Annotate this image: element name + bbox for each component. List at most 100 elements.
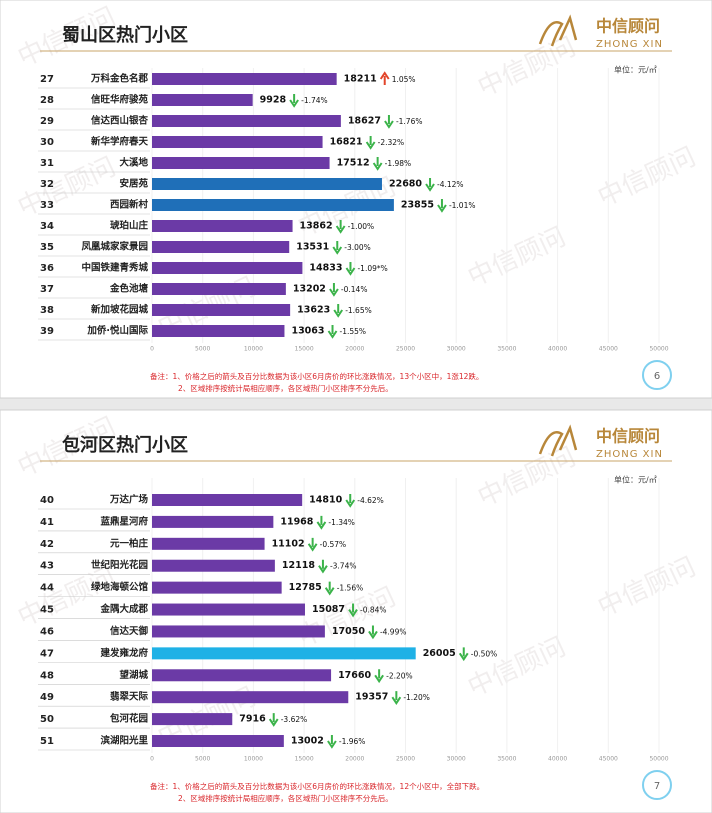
- x-tick-label: 25000: [396, 756, 415, 763]
- category-label: 信达西山银杏: [91, 115, 149, 127]
- change-label: -1.09*%: [357, 264, 387, 273]
- change-arrow: [332, 241, 343, 255]
- value-label: 9928: [260, 95, 287, 106]
- value-label: 11102: [272, 538, 305, 549]
- change-arrow: [425, 178, 435, 192]
- logo-text: 中信顾问: [596, 427, 660, 446]
- category-label: 金隅大成郡: [99, 603, 148, 615]
- x-tick-label: 30000: [447, 346, 466, 353]
- change-label: -0.50%: [471, 649, 498, 658]
- rank-label: 33: [40, 200, 54, 211]
- category-label: 世纪阳光花园: [91, 559, 148, 571]
- change-arrow: [333, 304, 344, 318]
- rank-label: 29: [40, 116, 54, 127]
- note-line: 备注：1、价格之后的箭头及百分比数据为该小区6月房价的环比涨跌情况，12个小区中…: [150, 781, 484, 791]
- category-label: 蓝鼎星河府: [100, 515, 148, 527]
- change-arrow: [372, 157, 383, 171]
- x-tick-label: 5000: [195, 756, 210, 763]
- change-arrow: [391, 691, 402, 705]
- change-label: -0.84%: [360, 606, 387, 615]
- x-tick-label: 25000: [396, 346, 415, 353]
- x-tick-label: 40000: [548, 756, 567, 763]
- value-label: 13862: [300, 221, 333, 232]
- page-circle: [642, 360, 672, 390]
- change-label: -3.00%: [344, 243, 371, 252]
- change-arrow: [318, 559, 328, 574]
- category-label: 信达天御: [110, 625, 149, 637]
- change-arrow: [368, 625, 378, 640]
- change-arrow: [384, 115, 394, 129]
- bar: [152, 115, 341, 127]
- change-label: 1.05%: [392, 75, 416, 84]
- change-label: -1.55%: [340, 327, 367, 336]
- change-arrow: [345, 262, 356, 276]
- category-label: 信旺华府骏苑: [91, 94, 149, 106]
- x-tick-label: 20000: [345, 756, 364, 763]
- category-label: 包河花园: [109, 713, 148, 725]
- x-tick-label: 40000: [548, 346, 567, 353]
- bar: [152, 94, 253, 106]
- change-label: -3.62%: [281, 715, 308, 724]
- value-label: 16821: [330, 137, 363, 148]
- category-label: 安居苑: [119, 178, 148, 190]
- rank-label: 30: [40, 137, 54, 148]
- value-label: 18627: [348, 116, 381, 127]
- x-tick-label: 15000: [295, 346, 314, 353]
- change-label: -2.20%: [386, 671, 413, 680]
- value-label: 7916: [239, 714, 266, 725]
- x-tick-label: 0: [150, 346, 154, 353]
- rank-label: 47: [40, 648, 54, 659]
- change-arrow: [348, 603, 358, 618]
- bar: [152, 625, 325, 638]
- value-label: 26005: [423, 648, 456, 659]
- change-label: -1.65%: [345, 306, 372, 315]
- change-arrow: [374, 669, 384, 684]
- category-label: 金色池塘: [109, 283, 149, 295]
- value-label: 22680: [389, 179, 422, 190]
- page-circle: [642, 770, 672, 800]
- rank-label: 32: [40, 179, 54, 190]
- rank-label: 38: [40, 305, 54, 316]
- category-label: 新华学府春天: [91, 136, 149, 148]
- category-label: 中国铁建青秀城: [81, 262, 148, 274]
- bar: [152, 262, 303, 274]
- change-label: -4.99%: [380, 627, 407, 636]
- page-number: 7: [654, 781, 660, 792]
- slide-title: 蜀山区热门小区: [62, 24, 188, 46]
- value-label: 13202: [293, 284, 326, 295]
- value-label: 12785: [289, 582, 322, 593]
- rank-label: 40: [40, 495, 54, 506]
- x-tick-label: 5000: [195, 346, 210, 353]
- change-label: -4.62%: [357, 496, 384, 505]
- rank-label: 45: [40, 605, 54, 616]
- slide-title: 包河区热门小区: [62, 434, 188, 456]
- page-number: 6: [654, 371, 660, 382]
- value-label: 13623: [297, 305, 330, 316]
- value-label: 19357: [355, 692, 388, 703]
- category-label: 万达广场: [109, 494, 149, 506]
- change-label: -4.12%: [437, 180, 464, 189]
- change-arrow: [458, 647, 469, 662]
- value-label: 17660: [338, 670, 371, 681]
- change-arrow: [324, 581, 335, 596]
- change-arrow: [316, 515, 327, 530]
- change-arrow: [379, 71, 390, 85]
- x-tick-label: 45000: [599, 346, 618, 353]
- change-arrow: [268, 713, 279, 727]
- change-label: -1.34%: [328, 518, 355, 527]
- bar: [152, 304, 291, 316]
- category-label: 建发雍龙府: [99, 647, 148, 659]
- x-tick-label: 35000: [497, 756, 516, 763]
- x-tick-label: 45000: [599, 756, 618, 763]
- rank-label: 44: [40, 583, 54, 594]
- bar: [152, 220, 293, 232]
- change-arrow: [307, 537, 318, 552]
- change-label: -1.56%: [337, 584, 364, 593]
- rank-label: 34: [40, 221, 54, 232]
- bar: [152, 537, 265, 550]
- x-tick-label: 0: [150, 756, 154, 763]
- category-label: 绿地海顿公馆: [91, 581, 149, 593]
- bar: [152, 494, 303, 506]
- rank-label: 50: [40, 714, 54, 725]
